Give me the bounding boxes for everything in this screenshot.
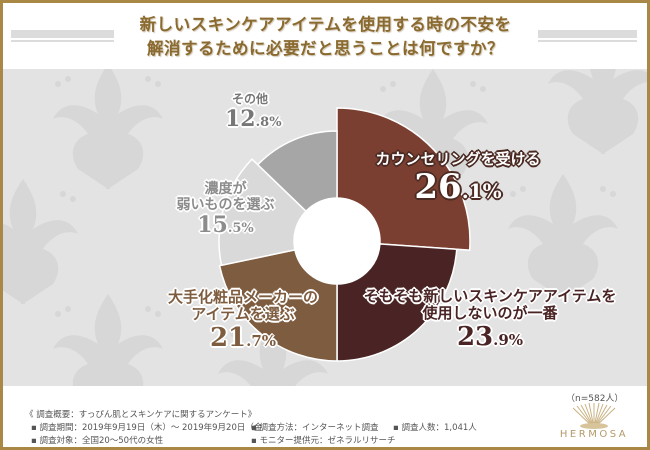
slice-label: そもそも新しいスキンケアアイテムを 使用しないのが一番 23.9% (355, 287, 625, 352)
slice-percent: 12.8% (225, 105, 282, 132)
slice-label: カウンセリングを受ける 26.1% (343, 150, 573, 208)
survey-target: ▪ 調査対象：全国20～50代の女性 (31, 436, 164, 446)
chart-title: 新しいスキンケアアイテムを使用する時の不安を 解消するために必要だと思うことは何… (113, 13, 538, 61)
slice-label: その他 12.8% (225, 92, 282, 132)
slice-category: 弱いものを選ぶ (176, 197, 275, 214)
title-deco-bar-right (538, 30, 637, 38)
donut-hole (294, 198, 380, 284)
survey-period: ▪ 調査期間：2019年9月19日（木）～ 2019年9月20日（金 (31, 423, 263, 433)
brand-name: HERMOSA (559, 429, 629, 440)
survey-footer: 《 調査概要：すっぴん肌とスキンケアに関するアンケート》 ▪ 調査期間：2019… (3, 386, 647, 447)
survey-heading: 《 調査概要：すっぴん肌とスキンケアに関するアンケート》 (25, 410, 257, 420)
slice-category: カウンセリングを受ける (375, 150, 541, 168)
slice-category: 使用しないのが一番 (422, 304, 558, 323)
crown-logo-icon (572, 402, 616, 429)
survey-provider: ▪ モニター提供元：ゼネラルリサーチ (251, 436, 396, 446)
title-deco-bar-left (11, 30, 114, 38)
donut-chart (218, 107, 471, 362)
slice-percent: 21.7% (209, 322, 277, 353)
title-deco-bar-left-thin (11, 40, 114, 42)
slice-category: その他 (231, 92, 268, 106)
survey-count: ▪ 調査人数：1,041人 (393, 423, 477, 433)
title-deco-bar-right-thin (538, 40, 637, 42)
sample-size: （n=582人） (566, 394, 624, 404)
slice-category: アイテムを選ぶ (191, 305, 295, 324)
title-line-1: 新しいスキンケアアイテムを使用する時の不安を (139, 15, 512, 34)
survey-method: ▪ 調査方法：インターネット調査 (251, 423, 379, 433)
slice-percent: 23.9% (456, 321, 524, 352)
slice-category: そもそも新しいスキンケアアイテムを (363, 287, 617, 305)
slice-label: 大手化粧品メーカーの アイテムを選ぶ 21.7% (158, 288, 328, 353)
slice-category: 大手化粧品メーカーの (167, 288, 318, 306)
hermosa-logo: HERMOSA (559, 402, 629, 444)
slice-percent: 15.5% (197, 212, 254, 239)
slice-percent: 26.1% (414, 167, 502, 208)
slice-label: 濃度が 弱いものを選ぶ 15.5% (163, 181, 288, 238)
slice-category: 濃度が (204, 181, 247, 197)
title-line-2: 解消するために必要だと思うことは何ですか？ (147, 39, 504, 58)
title-band: 新しいスキンケアアイテムを使用する時の不安を 解消するために必要だと思うことは何… (3, 3, 647, 69)
